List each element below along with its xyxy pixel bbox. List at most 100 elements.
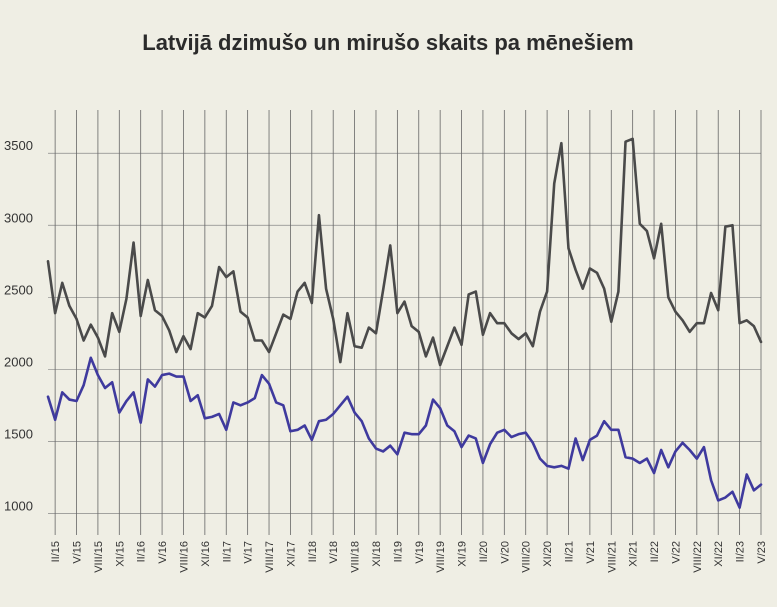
data-point [161, 374, 163, 376]
data-point [367, 437, 370, 440]
data-point [424, 355, 427, 358]
x-tick-label: II/23 [735, 541, 747, 562]
data-point [61, 391, 64, 394]
data-point [211, 305, 213, 307]
data-point [168, 372, 171, 375]
data-point [667, 296, 670, 299]
data-point [674, 310, 677, 313]
x-tick-label: V/15 [72, 541, 84, 564]
data-point [296, 428, 299, 431]
data-point [161, 315, 163, 317]
x-tick-label: II/16 [136, 541, 148, 562]
data-point [146, 279, 149, 281]
data-point [211, 415, 213, 418]
data-point [703, 322, 705, 325]
data-point [310, 439, 313, 441]
chart-title: Latvijā dzimušo un mirušo skaits pa mēne… [142, 30, 634, 55]
data-point [695, 457, 698, 460]
data-point [724, 496, 727, 499]
data-point [261, 339, 263, 342]
series-points-blue [47, 356, 762, 509]
x-tick-label: XI/20 [542, 541, 554, 567]
data-point [325, 287, 327, 290]
data-point [47, 395, 49, 398]
data-point [524, 431, 527, 434]
data-point [225, 276, 228, 279]
x-tick-label: V/21 [585, 541, 597, 564]
data-point [282, 404, 285, 407]
data-point [453, 326, 456, 329]
data-point [560, 464, 563, 467]
x-tick-label: II/21 [563, 541, 575, 562]
data-point [439, 364, 442, 366]
data-point [717, 309, 720, 312]
data-point [531, 441, 534, 444]
data-point [581, 287, 584, 290]
data-point [239, 404, 242, 407]
data-point [325, 418, 327, 421]
data-point [332, 317, 335, 320]
x-tick-label: XI/15 [114, 541, 126, 567]
data-point [688, 330, 691, 333]
data-point [89, 356, 92, 359]
data-point [724, 225, 727, 228]
data-point [432, 398, 434, 401]
data-point [524, 332, 527, 335]
x-tick-label: V/23 [756, 541, 768, 564]
data-point [638, 222, 641, 225]
y-tick-label: 1000 [4, 498, 33, 513]
data-point [638, 462, 641, 464]
horizontal-gridlines [48, 152, 761, 514]
data-point [346, 395, 349, 398]
data-point [132, 241, 135, 244]
data-point [624, 456, 627, 459]
data-point [332, 413, 335, 415]
data-point [695, 322, 698, 325]
x-tick-label: V/18 [328, 541, 340, 564]
data-point [617, 290, 620, 293]
data-point [339, 404, 342, 407]
x-tick-label: VIII/22 [692, 541, 704, 573]
data-point [303, 281, 306, 284]
data-point [175, 375, 178, 378]
data-point [82, 384, 85, 387]
data-point [482, 462, 484, 464]
data-point [232, 270, 235, 273]
data-point [168, 329, 171, 332]
x-tick-label: VIII/17 [264, 541, 276, 573]
data-point [375, 332, 377, 335]
data-point [360, 346, 363, 349]
data-point [353, 411, 356, 414]
data-point [275, 332, 278, 335]
data-point [196, 312, 199, 315]
data-point [624, 140, 627, 143]
data-point [539, 457, 541, 460]
x-tick-label: VIII/20 [521, 541, 533, 573]
data-point [446, 345, 449, 348]
data-point [496, 431, 499, 434]
data-point [738, 506, 741, 509]
data-point [653, 257, 655, 260]
data-point [318, 214, 320, 217]
data-point [310, 302, 313, 304]
data-point [382, 289, 385, 291]
data-point [510, 332, 513, 335]
data-point [111, 312, 114, 315]
data-point [752, 325, 755, 328]
data-point [432, 336, 434, 339]
data-point [467, 293, 470, 296]
data-point [553, 182, 556, 185]
data-point [296, 290, 299, 293]
data-point [225, 428, 228, 431]
data-point [389, 444, 392, 447]
data-point [125, 400, 128, 402]
y-tick-label: 1500 [4, 426, 33, 441]
y-tick-label: 3000 [4, 210, 33, 225]
y-tick-label: 2000 [4, 354, 33, 369]
series-lines [46, 137, 763, 509]
data-point [417, 330, 420, 333]
data-point [567, 467, 570, 470]
data-point [539, 310, 541, 313]
